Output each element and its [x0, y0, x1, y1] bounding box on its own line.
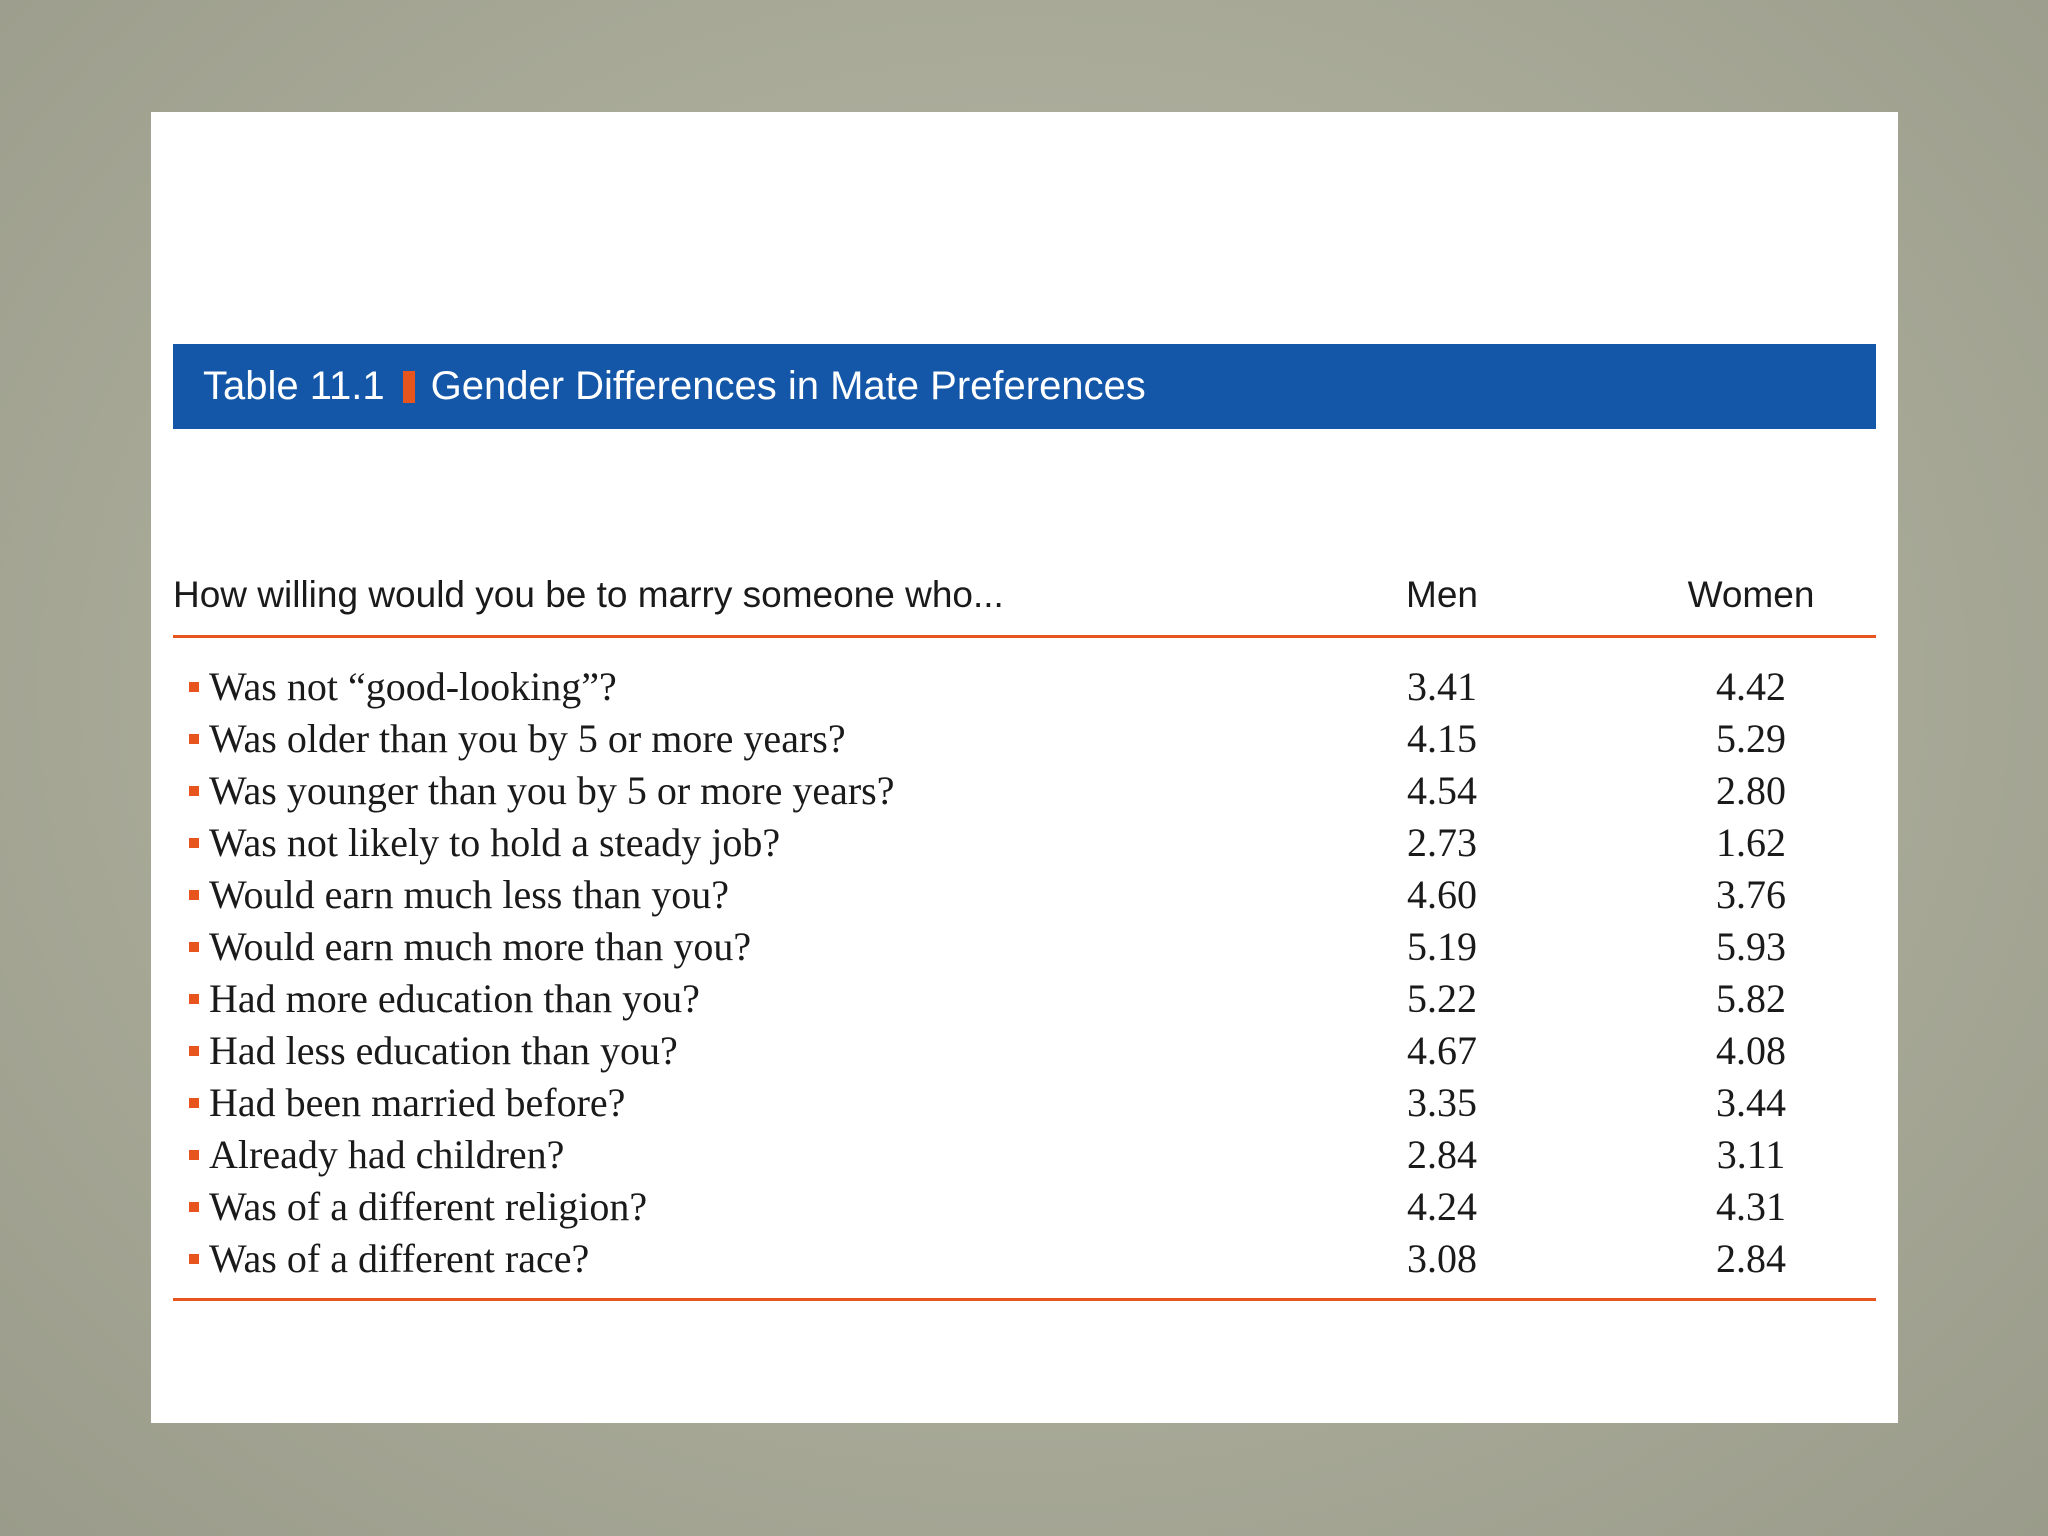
question-text: Had been married before? — [209, 1080, 626, 1125]
women-value: 1.62 — [1716, 820, 1786, 865]
bullet-square-icon — [189, 994, 199, 1004]
men-value: 4.67 — [1407, 1028, 1477, 1073]
table-row: Had less education than you? 4.67 4.08 — [189, 1025, 1876, 1077]
women-value: 3.44 — [1716, 1080, 1786, 1125]
header-rule — [173, 635, 1876, 638]
men-value: 4.54 — [1407, 768, 1477, 813]
bullet-square-icon — [189, 1150, 199, 1160]
table-title-bar: Table 11.1 Gender Differences in Mate Pr… — [173, 344, 1876, 429]
women-value: 5.93 — [1716, 924, 1786, 969]
table-row: Had been married before? 3.35 3.44 — [189, 1077, 1876, 1129]
question-text: Was of a different race? — [209, 1236, 590, 1281]
men-value: 3.41 — [1407, 664, 1477, 709]
table-row: Was not likely to hold a steady job? 2.73… — [189, 817, 1876, 869]
question-text: Was of a different religion? — [209, 1184, 648, 1229]
bullet-square-icon — [189, 1254, 199, 1264]
table-row: Was of a different religion? 4.24 4.31 — [189, 1181, 1876, 1233]
bullet-square-icon — [189, 682, 199, 692]
table-row: Was younger than you by 5 or more years?… — [189, 765, 1876, 817]
women-value: 5.29 — [1716, 716, 1786, 761]
men-value: 2.84 — [1407, 1132, 1477, 1177]
men-value: 3.08 — [1407, 1236, 1477, 1281]
men-value: 4.60 — [1407, 872, 1477, 917]
table-row: Was of a different race? 3.08 2.84 — [189, 1233, 1876, 1285]
question-text: Was older than you by 5 or more years? — [209, 716, 846, 761]
women-value: 2.84 — [1716, 1236, 1786, 1281]
question-text: Was not likely to hold a steady job? — [209, 820, 781, 865]
table-title: Table 11.1 Gender Differences in Mate Pr… — [203, 364, 1146, 409]
women-value: 5.82 — [1716, 976, 1786, 1021]
table-row: Was older than you by 5 or more years? 4.… — [189, 713, 1876, 765]
footer-rule — [173, 1298, 1876, 1301]
slide-card: Table 11.1 Gender Differences in Mate Pr… — [151, 112, 1898, 1423]
table-row: Had more education than you? 5.22 5.82 — [189, 973, 1876, 1025]
women-value: 4.31 — [1716, 1184, 1786, 1229]
men-value: 5.22 — [1407, 976, 1477, 1021]
question-text: Would earn much more than you? — [209, 924, 752, 969]
title-separator-mark — [402, 370, 415, 403]
men-value: 4.15 — [1407, 716, 1477, 761]
bullet-square-icon — [189, 1202, 199, 1212]
table-row: Would earn much less than you? 4.60 3.76 — [189, 869, 1876, 921]
table-number: Table 11.1 — [203, 364, 385, 408]
bullet-square-icon — [189, 942, 199, 952]
table-body: Was not “good-looking”? 3.41 4.42 Was older… — [189, 661, 1876, 1285]
column-header-question: How willing would you be to marry someon… — [173, 574, 1004, 615]
table-row: Would earn much more than you? 5.19 5.93 — [189, 921, 1876, 973]
bullet-square-icon — [189, 838, 199, 848]
women-value: 4.42 — [1716, 664, 1786, 709]
column-header-men: Men — [1406, 574, 1478, 615]
women-value: 4.08 — [1716, 1028, 1786, 1073]
bullet-square-icon — [189, 786, 199, 796]
question-text: Had more education than you? — [209, 976, 700, 1021]
men-value: 3.35 — [1407, 1080, 1477, 1125]
question-text: Was not “good-looking”? — [209, 664, 617, 709]
question-text: Would earn much less than you? — [209, 872, 729, 917]
bullet-square-icon — [189, 1046, 199, 1056]
men-value: 4.24 — [1407, 1184, 1477, 1229]
bullet-square-icon — [189, 734, 199, 744]
table-row: Was not “good-looking”? 3.41 4.42 — [189, 661, 1876, 713]
table-row: Already had children? 2.84 3.11 — [189, 1129, 1876, 1181]
question-text: Already had children? — [209, 1132, 565, 1177]
bullet-square-icon — [189, 1098, 199, 1108]
bullet-square-icon — [189, 890, 199, 900]
men-value: 2.73 — [1407, 820, 1477, 865]
question-text: Was younger than you by 5 or more years? — [209, 768, 895, 813]
women-value: 3.76 — [1716, 872, 1786, 917]
women-value: 3.11 — [1716, 1132, 1786, 1177]
question-text: Had less education than you? — [209, 1028, 678, 1073]
column-header-women: Women — [1687, 574, 1815, 615]
women-value: 2.80 — [1716, 768, 1786, 813]
table-title-text: Gender Differences in Mate Preferences — [430, 364, 1146, 408]
men-value: 5.19 — [1407, 924, 1477, 969]
